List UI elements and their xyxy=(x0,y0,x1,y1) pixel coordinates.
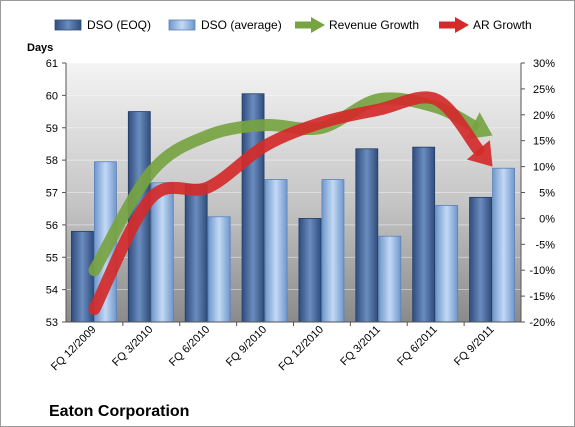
growth-lines xyxy=(88,91,493,316)
right-tick-label: -5% xyxy=(535,239,555,251)
bar-dso-eoq xyxy=(184,184,208,323)
left-tick-label: 56 xyxy=(46,220,58,232)
right-tick-label: -15% xyxy=(529,291,555,303)
right-tick-label: 15% xyxy=(533,136,555,148)
left-tick-label: 54 xyxy=(46,285,58,297)
bar-dso-average xyxy=(435,205,459,323)
x-tick-label: FQ 3/2010 xyxy=(110,324,155,369)
y-axis-title-days: Days xyxy=(27,42,53,54)
x-tick-label: FQ 9/2011 xyxy=(452,324,497,369)
bar-dso-average xyxy=(492,167,515,323)
right-tick-label: 20% xyxy=(533,110,555,122)
left-tick-label: 60 xyxy=(46,90,58,102)
legend-swatch-dso-average xyxy=(168,19,196,31)
left-axis-ticks: 53 54 55 56 57 58 59 60 61 xyxy=(46,58,66,329)
bar-dso-eoq xyxy=(355,148,379,323)
x-tick-label: FQ 6/2011 xyxy=(395,324,440,369)
left-tick-label: 57 xyxy=(46,188,58,200)
company-name: Eaton Corporation xyxy=(49,403,189,420)
left-tick-label: 59 xyxy=(46,123,58,135)
legend-label-revenue-growth: Revenue Growth xyxy=(329,18,419,32)
left-tick-label: 61 xyxy=(46,58,58,70)
right-tick-label: 25% xyxy=(533,84,555,96)
legend-label-dso-average: DSO (average) xyxy=(201,18,282,32)
line-revenue-growth xyxy=(88,92,479,277)
right-tick-label: -10% xyxy=(529,265,555,277)
x-tick-label: FQ 12/2009 xyxy=(49,324,99,374)
right-tick-label: 0% xyxy=(539,213,555,225)
legend: DSO (EOQ) DSO (average) Revenue Growth A… xyxy=(54,17,532,33)
bar-dso-eoq xyxy=(469,196,492,323)
left-tick-label: 55 xyxy=(46,252,58,264)
right-tick-label: 5% xyxy=(539,188,555,200)
arrowhead-ar-growth xyxy=(466,140,493,167)
legend-label-dso-eoq: DSO (EOQ) xyxy=(87,18,151,32)
left-tick-label: 53 xyxy=(46,317,58,329)
bar-dso-average xyxy=(150,182,174,323)
x-axis-ticks: FQ 12/2009 FQ 3/2010 FQ 6/2010 FQ 9/2010 FQ … xyxy=(49,322,497,373)
line-ar-growth xyxy=(88,91,485,316)
legend-swatch-dso-eoq xyxy=(54,19,82,31)
bar-dso-average xyxy=(264,179,288,323)
legend-arrow-revenue-growth xyxy=(295,17,325,33)
bar-dso-average xyxy=(378,235,402,323)
left-tick-label: 58 xyxy=(46,155,58,167)
bar-dso-average xyxy=(207,216,231,323)
legend-label-ar-growth: AR Growth xyxy=(473,18,532,32)
x-tick-label: FQ 12/2010 xyxy=(276,324,326,374)
legend-arrow-ar-growth xyxy=(439,17,469,33)
right-tick-label: -20% xyxy=(529,317,555,329)
bar-dso-eoq xyxy=(412,146,436,323)
x-tick-label: FQ 6/2010 xyxy=(167,324,212,369)
right-tick-label: 10% xyxy=(533,162,555,174)
x-tick-label: FQ 9/2010 xyxy=(224,324,269,369)
bar-dso-average xyxy=(321,179,345,323)
right-axis-ticks: -20% -15% -10% -5% 0% 5% 10% 15% 20% 25% 30% xyxy=(521,58,555,329)
bar-dso-eoq xyxy=(298,217,322,323)
right-tick-label: 30% xyxy=(533,58,555,70)
x-tick-label: FQ 3/2011 xyxy=(338,324,383,369)
